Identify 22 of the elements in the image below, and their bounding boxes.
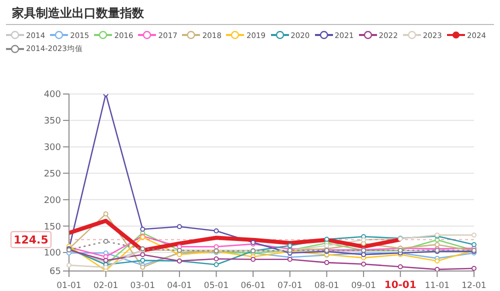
y-tick-label: 65 [50, 267, 61, 278]
x-tick-label: 11-01 [424, 281, 450, 291]
x-tick-label: 02-01 [93, 281, 118, 291]
y-tick-label: 100 [44, 248, 62, 259]
y-tick-label: 250 [44, 169, 62, 180]
x-tick-label: 07-01 [278, 281, 302, 291]
y-tick-label: 150 [44, 222, 62, 232]
y-tick-label: 200 [44, 196, 62, 206]
x-tick-label: 03-01 [130, 281, 155, 291]
ref-line-label: 124.5 [14, 234, 48, 247]
x-tick-label: 01-01 [56, 281, 82, 291]
x-tick-label: 12-01 [462, 281, 486, 291]
y-tick-label: 350 [44, 116, 62, 127]
x-tick-label: 08-01 [314, 281, 340, 291]
x-tick-label: 09-01 [351, 281, 376, 291]
y-tick-label: 400 [44, 90, 62, 100]
x-tick-label: 04-01 [167, 281, 192, 291]
chart-title: 家具制造业出口数量指数 [12, 5, 144, 22]
x-tick-label: 06-01 [240, 281, 266, 291]
x-tick-label: 10-01 [384, 280, 416, 291]
y-tick-label: 300 [44, 143, 62, 154]
x-tick-label: 05-01 [204, 281, 229, 291]
